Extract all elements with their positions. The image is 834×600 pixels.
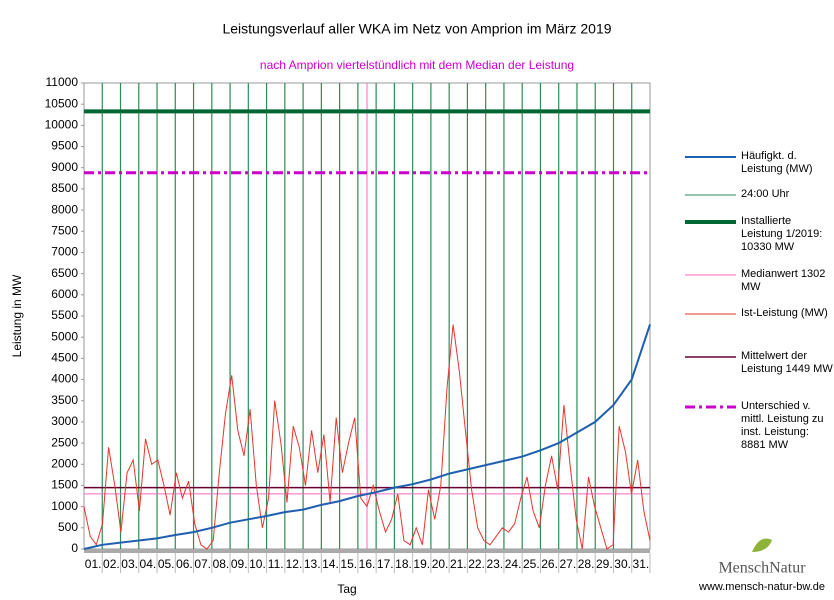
- y-tick-label: 7500: [51, 223, 78, 237]
- y-tick-label: 8000: [51, 202, 78, 216]
- y-tick-label: 2500: [51, 435, 78, 449]
- x-axis-label: Tag: [337, 582, 356, 596]
- x-tick-label: 30.: [614, 557, 631, 571]
- legend-label: Medianwert 1302 MW: [741, 268, 826, 293]
- x-tick-label: 05.: [158, 557, 175, 571]
- chart-title: Leistungsverlauf aller WKA im Netz von A…: [222, 21, 611, 37]
- x-tick-label: 20.: [432, 557, 449, 571]
- y-tick-label: 6000: [51, 287, 78, 301]
- x-tick-label: 22.: [468, 557, 485, 571]
- y-tick-label: 10500: [45, 96, 79, 110]
- y-tick-label: 9500: [51, 139, 78, 153]
- x-tick-label: 26.: [541, 557, 558, 571]
- y-tick-label: 1500: [51, 478, 78, 492]
- legend-label: 24:00 Uhr: [741, 188, 790, 200]
- x-tick-label: 28.: [578, 557, 595, 571]
- logo-url: www.mensch-natur-bw.de: [698, 581, 825, 593]
- legend-label: Unterschied v. mittl. Leistung zu inst. …: [741, 400, 824, 451]
- x-tick-label: 29.: [596, 557, 613, 571]
- y-tick-label: 10000: [45, 118, 79, 132]
- y-axis-label: Leistung in MW: [10, 274, 24, 357]
- chart-subtitle: nach Amprion viertelstündlich mit dem Me…: [260, 58, 574, 72]
- y-tick-label: 8500: [51, 181, 78, 195]
- x-tick-label: 14.: [322, 557, 339, 571]
- y-tick-label: 1000: [51, 499, 78, 513]
- y-tick-label: 7000: [51, 245, 78, 259]
- y-tick-label: 4500: [51, 351, 78, 365]
- legend-label: Installierte Leistung 1/2019: 10330 MW: [741, 215, 823, 253]
- series-line: [83, 324, 651, 550]
- y-tick-label: 5500: [51, 308, 78, 322]
- x-tick-label: 15.: [340, 557, 357, 571]
- x-tick-label: 17.: [377, 557, 394, 571]
- y-tick-label: 500: [58, 520, 78, 534]
- x-tick-label: 24.: [505, 557, 522, 571]
- legend-label: Häufigkt. d. Leistung (MW): [741, 150, 813, 175]
- x-tick-label: 16.: [359, 557, 376, 571]
- y-tick-label: 5000: [51, 329, 78, 343]
- y-tick-label: 3500: [51, 393, 78, 407]
- x-tick-label: 06.: [176, 557, 193, 571]
- x-tick-label: 18.: [395, 557, 412, 571]
- x-axis-band: [84, 549, 650, 553]
- x-tick-label: 25.: [523, 557, 540, 571]
- y-tick-label: 6500: [51, 266, 78, 280]
- legend-label: Mittelwert der Leistung 1449 MW: [741, 350, 833, 375]
- x-tick-label: 13.: [304, 557, 321, 571]
- x-tick-label: 09.: [231, 557, 248, 571]
- x-tick-label: 02.: [103, 557, 120, 571]
- x-tick-label: 19.: [413, 557, 430, 571]
- legend-label: Ist-Leistung (MW): [741, 307, 828, 319]
- y-tick-label: 4000: [51, 372, 78, 386]
- y-tick-label: 3000: [51, 414, 78, 428]
- y-tick-label: 11000: [46, 75, 79, 89]
- y-tick-label: 9000: [51, 160, 78, 174]
- x-tick-label: 03.: [121, 557, 138, 571]
- series-line: [83, 324, 651, 550]
- x-tick-label: 04.: [140, 557, 157, 571]
- x-tick-label: 12.: [286, 557, 303, 571]
- x-tick-label: 01.: [85, 557, 102, 571]
- x-tick-label: 10.: [249, 557, 266, 571]
- x-tick-label: 31.: [633, 557, 650, 571]
- logo-leaf: [752, 538, 772, 552]
- x-tick-label: 11.: [268, 557, 284, 571]
- x-tick-label: 27.: [559, 557, 576, 571]
- x-tick-label: 21.: [450, 557, 467, 571]
- y-tick-label: 0: [71, 541, 78, 555]
- x-tick-label: 07.: [194, 557, 211, 571]
- x-tick-label: 08.: [213, 557, 230, 571]
- logo-name: MenschNatur: [718, 560, 806, 577]
- x-tick-label: 23.: [486, 557, 503, 571]
- y-tick-label: 2000: [51, 456, 78, 470]
